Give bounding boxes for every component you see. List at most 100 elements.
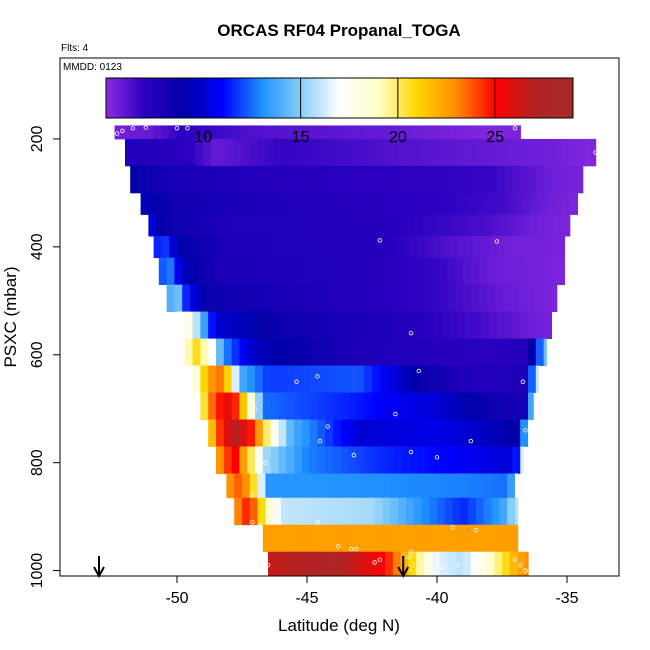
heatmap-cell	[369, 284, 378, 313]
heatmap-cell	[535, 365, 539, 393]
heatmap-cell	[486, 284, 495, 313]
y-tick-label: 1000	[29, 553, 46, 589]
heatmap-cell	[273, 138, 282, 167]
heatmap-cell	[182, 257, 191, 286]
heatmap-cell	[268, 257, 277, 286]
heatmap-cell	[465, 311, 474, 339]
heatmap-cell	[411, 419, 420, 447]
heatmap-cell	[216, 165, 225, 194]
sample-point	[130, 125, 135, 131]
heatmap-cell	[145, 165, 155, 194]
heatmap-cell	[476, 192, 485, 215]
heatmap-cell	[504, 524, 513, 553]
heatmap-cell	[473, 125, 482, 140]
heatmap-cell	[317, 236, 326, 259]
heatmap-cell	[403, 392, 412, 420]
heatmap-cell	[400, 257, 409, 286]
heatmap-cell	[395, 419, 404, 447]
heatmap-cell	[512, 165, 521, 194]
heatmap-cell	[442, 311, 451, 339]
heatmap-cell	[281, 473, 290, 499]
heatmap-cell	[520, 125, 521, 140]
heatmap-cell	[348, 419, 357, 447]
heatmap-cell	[481, 446, 490, 474]
heatmap-cell	[421, 138, 430, 167]
y-axis-label: PSXC (mbar)	[1, 266, 20, 367]
heatmap-cell	[478, 551, 487, 576]
heatmap-cell	[364, 365, 373, 393]
heatmap-cell	[470, 284, 480, 313]
heatmap-cell	[483, 497, 493, 526]
heatmap-cell	[431, 551, 441, 576]
heatmap-cell	[216, 311, 225, 339]
heatmap-cell	[408, 257, 417, 286]
heatmap-cell	[372, 165, 381, 194]
heatmap-cell	[372, 446, 381, 474]
heatmap-cell	[148, 138, 157, 167]
sample-point	[523, 568, 528, 573]
heatmap-cell	[174, 257, 183, 286]
heatmap-cell	[359, 192, 368, 215]
heatmap-cell	[255, 419, 264, 447]
heatmap-cell	[502, 284, 511, 313]
heatmap-cell	[434, 311, 443, 339]
heatmap-cell	[249, 138, 259, 167]
heatmap-cell	[247, 165, 256, 194]
heatmap-cell	[494, 257, 503, 286]
heatmap-cell	[504, 338, 513, 366]
heatmap-cell	[421, 214, 430, 237]
heatmap-cell	[512, 446, 521, 474]
heatmap-cell	[398, 138, 407, 167]
heatmap-cell	[210, 192, 220, 215]
heatmap-cell	[387, 165, 396, 194]
heatmap-cell	[296, 214, 305, 237]
heatmap-cell	[216, 338, 225, 366]
heatmap-cell	[442, 446, 451, 474]
heatmap-cell	[317, 524, 326, 553]
heatmap-cell	[312, 214, 321, 237]
heatmap-cell	[364, 165, 373, 194]
heatmap-cell	[252, 257, 261, 286]
heatmap-cell	[504, 392, 513, 420]
heatmap-cell	[507, 192, 516, 215]
sample-point	[185, 125, 190, 131]
heatmap-cell	[457, 524, 467, 553]
heatmap-cell	[496, 338, 506, 366]
heatmap-cell	[364, 236, 373, 259]
heatmap-cell	[522, 138, 532, 167]
heatmap-cell	[515, 138, 524, 167]
heatmap-cell	[413, 473, 422, 499]
heatmap-cell	[369, 257, 378, 286]
sample-point	[114, 131, 120, 136]
heatmap-cell	[223, 125, 233, 140]
sample-point	[354, 546, 359, 552]
heatmap-cell	[489, 524, 498, 553]
heatmap-cell	[442, 236, 451, 259]
heatmap-cell	[177, 125, 186, 140]
x-tick-label: -35	[555, 590, 578, 607]
heatmap-cell	[281, 192, 290, 215]
heatmap-cell	[291, 257, 300, 286]
heatmap-cell	[418, 419, 428, 447]
heatmap-cell	[270, 338, 279, 366]
heatmap-cell	[460, 473, 469, 499]
heatmap-cell	[255, 338, 264, 366]
heatmap-cell	[463, 284, 472, 313]
heatmap-cell	[338, 257, 347, 286]
heatmap-cell	[364, 419, 373, 447]
heatmap-cell	[247, 236, 256, 259]
heatmap-cell	[283, 284, 292, 313]
heatmap-cell	[507, 497, 516, 526]
heatmap-cell	[567, 165, 576, 194]
sample-point	[315, 519, 320, 525]
heatmap-cell	[330, 551, 339, 576]
heatmap-cell	[309, 165, 318, 194]
heatmap-cell	[156, 214, 165, 237]
heatmap-cell	[556, 284, 558, 313]
heatmap-cell	[301, 446, 311, 474]
heatmap-cell	[390, 214, 399, 237]
heatmap-cell	[387, 125, 396, 140]
heatmap-cell	[387, 365, 396, 393]
heatmap-cell	[496, 311, 506, 339]
heatmap-cell	[509, 257, 519, 286]
